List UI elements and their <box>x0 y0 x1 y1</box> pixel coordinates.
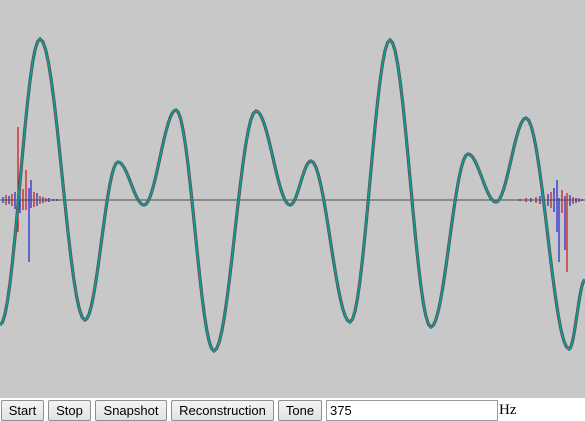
snapshot-button[interactable]: Snapshot <box>95 400 167 421</box>
control-bar: Start Stop Snapshot Reconstruction Tone … <box>0 400 585 421</box>
stop-button[interactable]: Stop <box>48 400 91 421</box>
tone-button[interactable]: Tone <box>278 400 322 421</box>
frequency-unit-label: Hz <box>499 402 517 418</box>
scope-background <box>0 0 585 398</box>
frequency-input[interactable] <box>326 400 498 421</box>
oscilloscope-canvas <box>0 0 585 398</box>
reconstruction-button[interactable]: Reconstruction <box>171 400 274 421</box>
signal-waveform <box>0 37 585 353</box>
start-button[interactable]: Start <box>1 400 44 421</box>
